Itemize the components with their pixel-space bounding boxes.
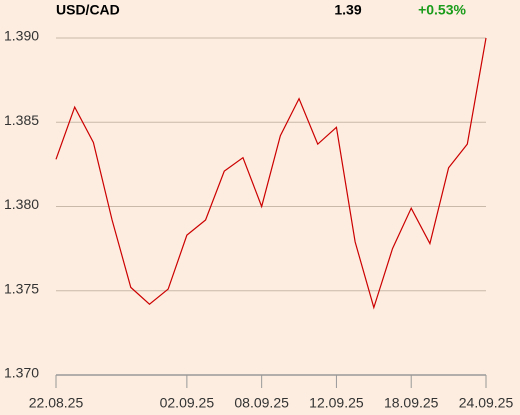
x-tick-label: 12.09.25	[309, 395, 364, 411]
change: +0.53%	[418, 2, 466, 18]
y-tick-label: 1.380	[4, 196, 39, 212]
price-line	[55, 37, 487, 310]
x-tick-label: 24.09.25	[459, 395, 514, 411]
chart-title: USD/CAD	[56, 2, 120, 18]
x-tick-label: 08.09.25	[234, 395, 289, 411]
y-tick-label: 1.375	[4, 280, 39, 296]
y-tick-label: 1.370	[4, 365, 39, 381]
x-tick-label: 02.09.25	[160, 395, 215, 411]
x-tick-label: 22.08.25	[29, 395, 84, 411]
x-tick-label: 18.09.25	[384, 395, 439, 411]
price: 1.39	[334, 2, 361, 18]
y-tick-label: 1.385	[4, 112, 39, 128]
y-tick-label: 1.390	[4, 28, 39, 44]
